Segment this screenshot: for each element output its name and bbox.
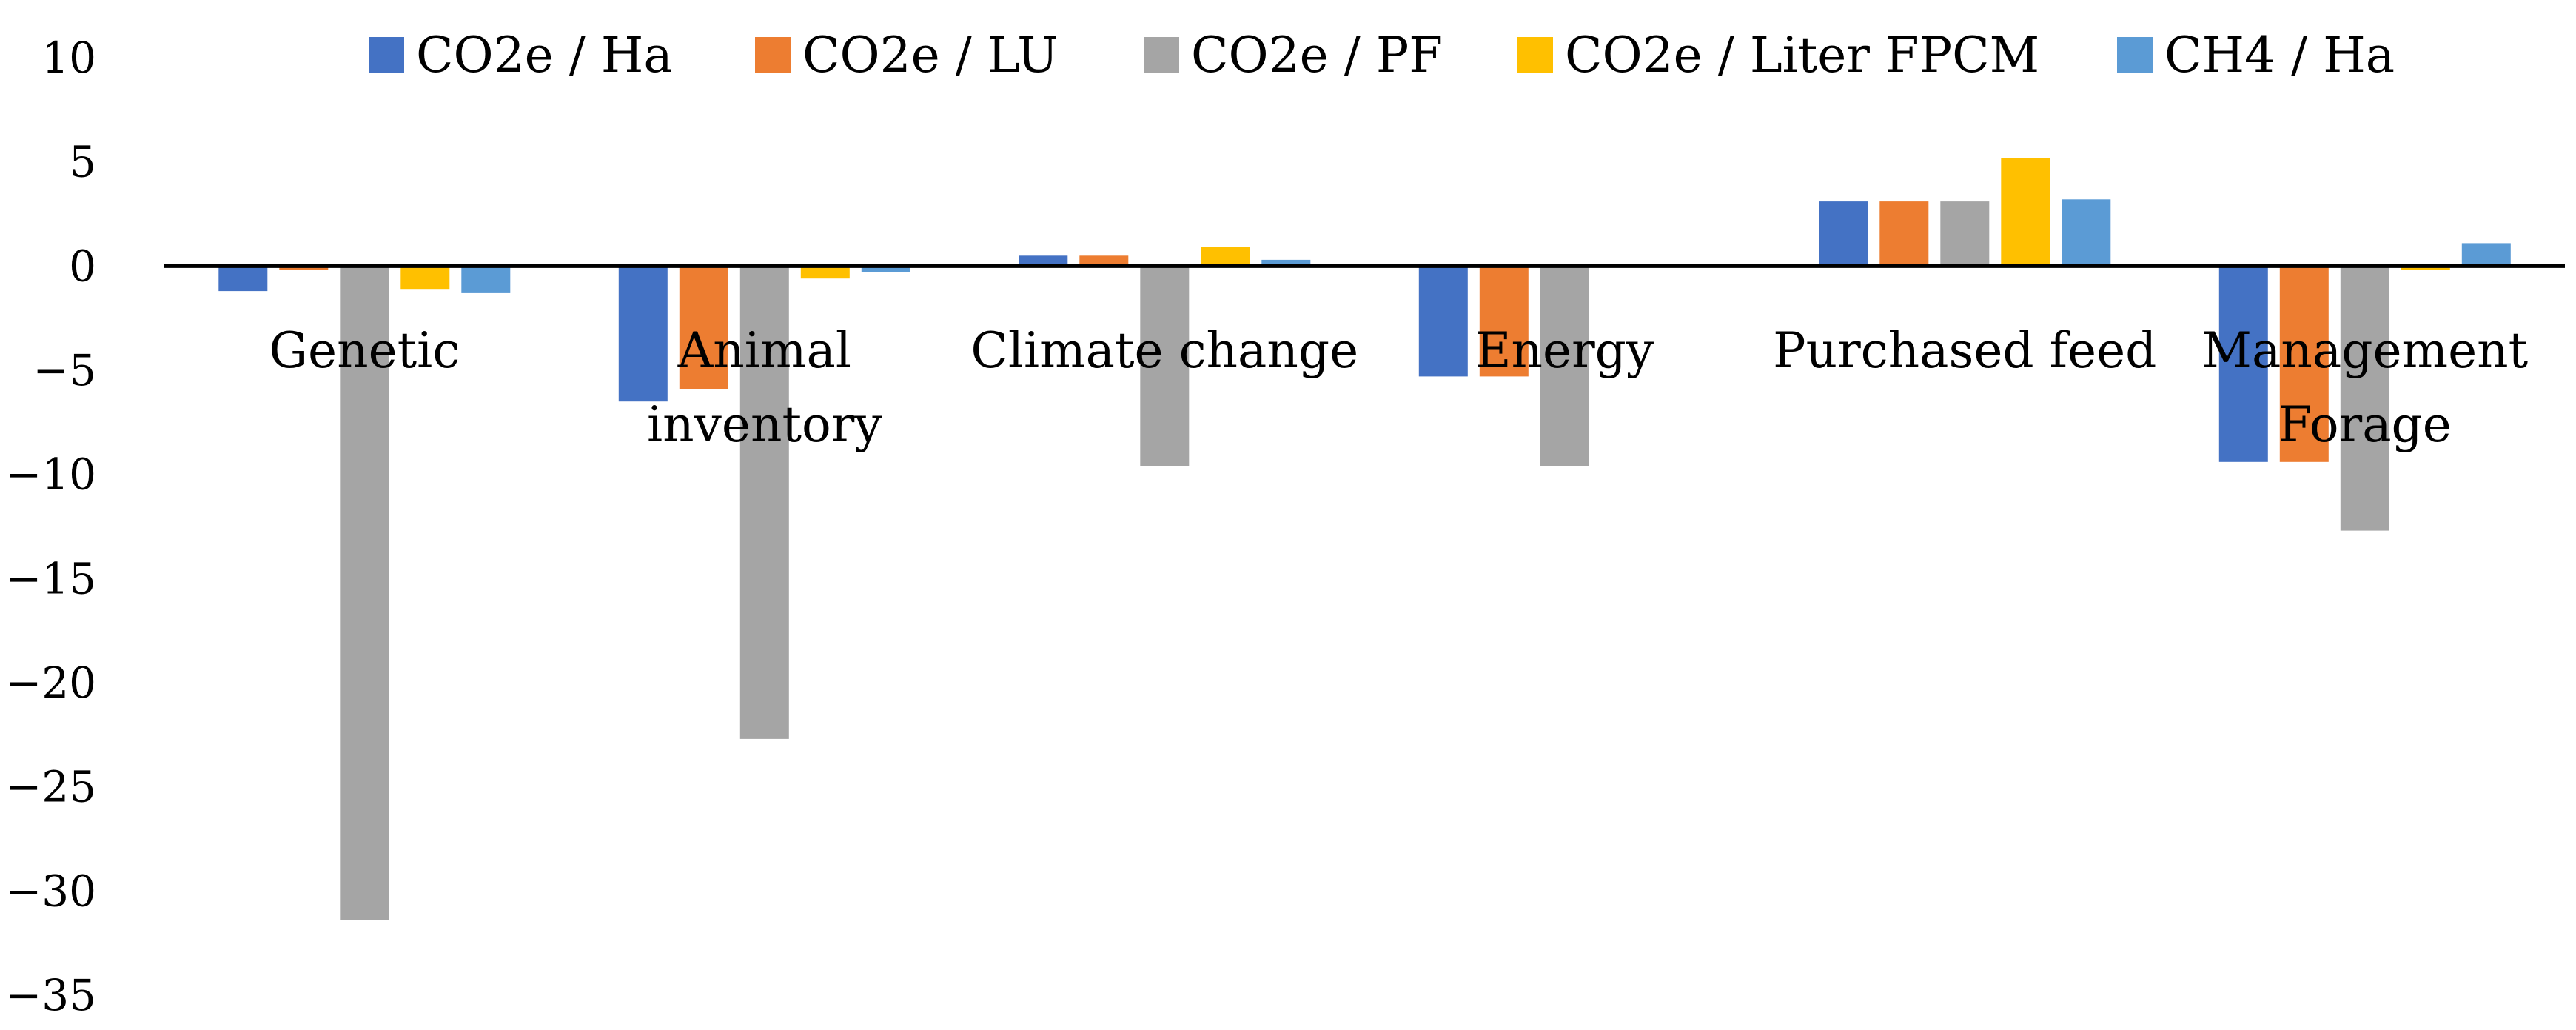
legend-label: CO2e / LU	[802, 27, 1059, 84]
bar-4-5	[2001, 158, 2050, 267]
category-label: Forage	[2278, 396, 2452, 453]
category-label: Purchased feed	[1773, 322, 2156, 379]
y-tick-label: −35	[6, 970, 96, 1020]
y-tick-labels: 10 5 0 −5 −10 −15 −20 −25 −30 −35	[6, 33, 96, 1020]
category-label: inventory	[647, 396, 882, 453]
bar-4-2	[800, 266, 850, 279]
bar-2-5	[1879, 201, 1929, 267]
y-tick-label: 5	[69, 137, 96, 187]
legend-swatch	[1517, 37, 1553, 73]
bar-5-5	[2062, 199, 2111, 267]
legend-label: CO2e / Ha	[416, 27, 673, 84]
bar-2-1	[279, 266, 329, 270]
bar-1-1	[218, 266, 268, 292]
bar-2-3	[1079, 255, 1129, 267]
bar-5-3	[1261, 259, 1311, 267]
category-label: Animal	[677, 322, 851, 379]
bar-5-6	[2461, 243, 2511, 267]
bar-3-5	[1940, 201, 1990, 267]
bar-3-4	[1540, 266, 1589, 466]
category-label: Climate change	[970, 322, 1358, 379]
y-tick-label: −25	[6, 762, 96, 812]
y-tick-label: −30	[6, 866, 96, 916]
bar-2-2	[679, 266, 728, 389]
bar-3-3	[1140, 266, 1190, 466]
bar-3-1	[340, 266, 389, 920]
legend-swatch	[755, 37, 791, 73]
bar-5-1	[461, 266, 511, 293]
bar-1-4	[1418, 266, 1468, 377]
category-label: Genetic	[269, 322, 460, 379]
y-tick-label: 0	[69, 241, 96, 291]
y-tick-label: −10	[6, 449, 96, 500]
category-label: Management	[2201, 322, 2528, 379]
legend-label: CH4 / Ha	[2164, 27, 2395, 84]
bar-4-6	[2401, 266, 2450, 270]
legend: CO2e / Ha CO2e / LU CO2e / PF CO2e / Liter …	[369, 27, 2395, 84]
legend-swatch	[1144, 37, 1179, 73]
bar-1-6	[2218, 266, 2268, 462]
y-tick-label: −5	[33, 345, 97, 395]
legend-swatch	[2117, 37, 2153, 73]
bar-2-6	[2279, 266, 2329, 462]
legend-label: CO2e / PF	[1191, 27, 1443, 84]
y-tick-label: 10	[41, 33, 96, 83]
bar-2-4	[1479, 266, 1529, 377]
bar-4-1	[400, 266, 450, 290]
bars-layer	[218, 158, 2511, 920]
bar-1-2	[618, 266, 668, 402]
legend-swatch	[369, 37, 404, 73]
legend-label: CO2e / Liter FPCM	[1565, 27, 2039, 84]
category-label: Energy	[1475, 322, 1654, 379]
y-tick-label: −15	[6, 553, 96, 603]
bar-1-5	[1819, 201, 1868, 267]
bar-3-6	[2340, 266, 2389, 531]
bar-3-2	[739, 266, 789, 739]
category-labels: Genetic Animal inventory Climate change Ener…	[269, 322, 2528, 453]
bar-4-3	[1201, 247, 1250, 267]
bar-5-2	[861, 266, 910, 272]
bar-1-3	[1019, 255, 1068, 267]
y-tick-label: −20	[6, 658, 96, 708]
